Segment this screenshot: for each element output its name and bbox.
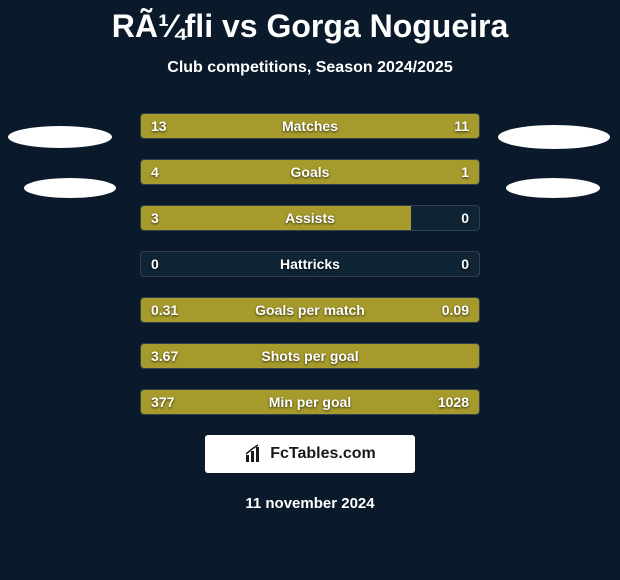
stat-value-right: 11: [454, 114, 469, 138]
stat-label: Hattricks: [141, 252, 479, 276]
stat-value-right: 1: [461, 160, 469, 184]
stat-row: 377Min per goal1028: [140, 389, 480, 415]
stat-value-right: 0: [461, 206, 469, 230]
stat-label: Goals per match: [141, 298, 479, 322]
stat-value-right: 1028: [438, 390, 469, 414]
page-title: RÃ¼fli vs Gorga Nogueira: [0, 0, 620, 45]
stat-row: 13Matches11: [140, 113, 480, 139]
stat-label: Shots per goal: [141, 344, 479, 368]
brand-badge: FcTables.com: [205, 435, 415, 473]
decor-ellipse: [506, 178, 600, 198]
footer-date: 11 november 2024: [0, 495, 620, 512]
stat-row: 3.67Shots per goal: [140, 343, 480, 369]
stat-label: Matches: [141, 114, 479, 138]
stat-value-right: 0: [461, 252, 469, 276]
stat-label: Min per goal: [141, 390, 479, 414]
page-subtitle: Club competitions, Season 2024/2025: [0, 59, 620, 77]
stat-row: 4Goals1: [140, 159, 480, 185]
stat-row: 0.31Goals per match0.09: [140, 297, 480, 323]
stat-value-right: 0.09: [442, 298, 469, 322]
decor-ellipse: [8, 126, 112, 148]
stats-comparison: 13Matches114Goals13Assists00Hattricks00.…: [140, 113, 480, 415]
stat-label: Goals: [141, 160, 479, 184]
decor-ellipse: [498, 125, 610, 149]
stat-row: 3Assists0: [140, 205, 480, 231]
chart-icon: [244, 444, 264, 464]
stat-row: 0Hattricks0: [140, 251, 480, 277]
stat-label: Assists: [141, 206, 479, 230]
brand-text: FcTables.com: [270, 445, 376, 463]
decor-ellipse: [24, 178, 116, 198]
